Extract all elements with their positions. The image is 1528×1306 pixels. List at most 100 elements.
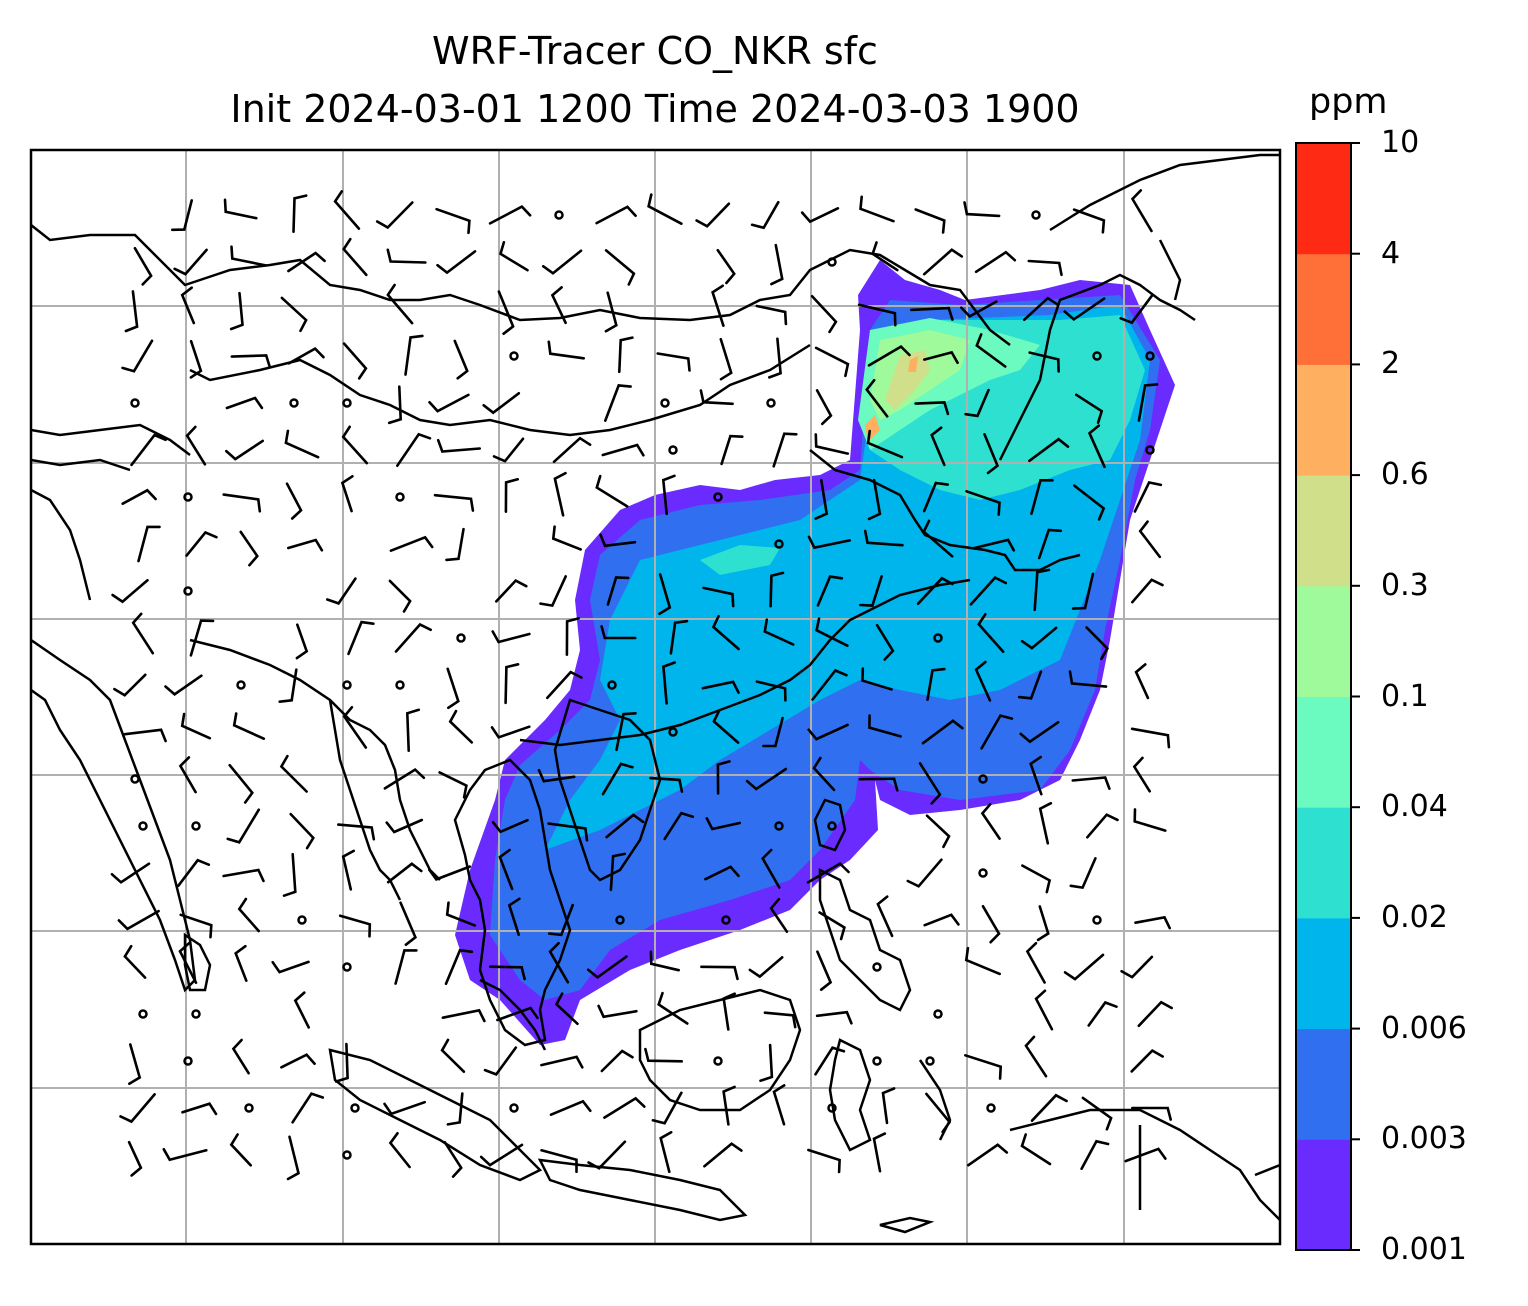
wind-barb <box>922 481 949 513</box>
wind-barb <box>922 248 964 276</box>
wind-barb <box>342 706 368 749</box>
wind-barb <box>769 897 789 933</box>
wind-barb <box>386 283 414 325</box>
wind-barb <box>755 304 788 326</box>
wind-barb <box>923 350 959 365</box>
calm-wind-marker <box>191 1009 201 1019</box>
calm-wind-marker <box>342 1150 352 1160</box>
wind-barb <box>925 1092 952 1134</box>
wind-barb <box>127 1140 143 1177</box>
wind-barb <box>926 667 946 701</box>
calm-wind-marker <box>933 633 943 643</box>
wind-barb <box>815 617 849 647</box>
wind-barb <box>479 1143 524 1167</box>
wind-barb <box>983 433 1000 475</box>
wind-barb <box>609 852 627 892</box>
wind-barb <box>807 1148 841 1174</box>
calm-wind-marker <box>1145 445 1155 455</box>
calm-wind-marker <box>1145 351 1155 361</box>
wind-barb <box>223 198 258 220</box>
wind-barb <box>651 1091 683 1125</box>
wind-barb <box>228 763 254 804</box>
calm-wind-marker <box>183 492 193 502</box>
coastline-west <box>31 423 191 456</box>
wind-barb <box>394 622 432 653</box>
wind-barb <box>711 614 740 651</box>
wind-barb <box>1137 1000 1173 1028</box>
calm-wind-marker <box>660 398 670 408</box>
calm-wind-marker <box>774 821 784 831</box>
wind-barb <box>1124 1147 1167 1163</box>
wind-barb <box>404 334 424 376</box>
wind-barb <box>750 200 780 230</box>
wind-barb <box>189 619 215 657</box>
wind-barb <box>656 352 691 372</box>
colorbar-tick-label: 0.6 <box>1381 457 1429 493</box>
wind-barb <box>383 1100 426 1116</box>
wind-barb <box>810 294 838 334</box>
wind-barb <box>972 538 1016 552</box>
wind-barb <box>185 425 207 466</box>
wind-barb <box>119 1093 156 1124</box>
wind-barb <box>234 944 248 982</box>
wind-barb <box>446 667 460 710</box>
wind-barb <box>1134 915 1171 930</box>
coastline-hokkaido <box>1158 239 1182 301</box>
wind-barb <box>180 286 196 325</box>
wind-barb <box>597 1004 638 1019</box>
coastline-myanmar <box>328 699 402 901</box>
coastline-new-guinea <box>1009 1108 1280 1221</box>
wind-barb <box>657 991 689 1025</box>
colorbar-segment <box>1296 585 1351 697</box>
coastline-taiwan <box>813 798 847 852</box>
wind-barb <box>816 950 833 991</box>
wind-barb <box>1022 296 1060 322</box>
wind-barb <box>814 479 829 520</box>
colorbar-tick-label: 0.003 <box>1381 1121 1467 1157</box>
calm-wind-marker <box>721 915 731 925</box>
wind-barb <box>960 300 998 319</box>
wind-barb <box>405 708 421 752</box>
calm-wind-marker <box>191 821 201 831</box>
wind-barb <box>342 342 368 380</box>
wind-barb <box>916 576 954 605</box>
wind-barb <box>444 948 474 986</box>
wind-barb <box>285 482 303 520</box>
wind-barb <box>496 1006 539 1022</box>
wind-barb <box>128 1043 142 1085</box>
calm-wind-marker <box>183 586 193 596</box>
wind-barb <box>964 1054 1003 1080</box>
wind-barb <box>388 579 412 613</box>
calm-wind-marker <box>872 1056 882 1066</box>
wind-barb <box>237 897 260 933</box>
wind-barb <box>1028 437 1070 463</box>
coastline-bay-of-bengal <box>189 638 441 881</box>
wind-barb <box>448 709 474 744</box>
wind-barb <box>923 913 960 927</box>
wind-barb <box>807 723 849 741</box>
wind-barb <box>658 573 672 615</box>
wind-barb <box>504 663 520 705</box>
colorbar-tick-label: 2 <box>1381 346 1401 382</box>
wind-barbs <box>110 189 1173 1181</box>
wind-barb <box>110 862 151 884</box>
wind-barb <box>117 909 160 931</box>
wind-barb <box>1024 1035 1048 1078</box>
map-frame <box>29 148 1282 1246</box>
wind-barb <box>565 617 580 656</box>
wind-barb <box>722 1085 736 1126</box>
wind-barb <box>289 812 315 850</box>
wind-barb <box>171 199 193 232</box>
wind-barb <box>644 1047 683 1063</box>
wind-barb <box>604 249 636 286</box>
wind-barb <box>816 575 844 607</box>
wind-barb <box>1030 1093 1068 1122</box>
wind-barb <box>130 433 167 467</box>
wind-barb <box>399 901 417 946</box>
wind-barb <box>542 249 583 275</box>
wind-barb <box>768 337 782 379</box>
wind-barb <box>443 1140 463 1178</box>
wind-barb <box>876 895 894 938</box>
wind-barb <box>338 914 372 938</box>
wind-barb <box>1086 813 1119 839</box>
